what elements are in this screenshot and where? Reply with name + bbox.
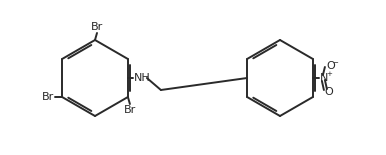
Text: Br: Br bbox=[42, 92, 54, 102]
Text: Br: Br bbox=[91, 22, 103, 32]
Text: +: + bbox=[327, 71, 332, 77]
Text: O: O bbox=[326, 61, 335, 71]
Text: Br: Br bbox=[124, 105, 136, 115]
Text: N: N bbox=[320, 73, 328, 83]
Text: NH: NH bbox=[134, 73, 151, 83]
Text: O: O bbox=[324, 87, 333, 97]
Text: −: − bbox=[332, 60, 338, 66]
